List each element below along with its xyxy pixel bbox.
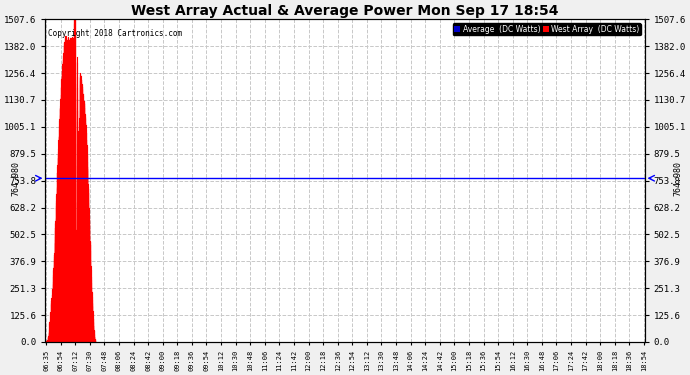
Title: West Array Actual & Average Power Mon Sep 17 18:54: West Array Actual & Average Power Mon Se… [131,4,559,18]
Text: 764.980: 764.980 [11,161,20,196]
Text: Copyright 2018 Cartronics.com: Copyright 2018 Cartronics.com [48,29,183,38]
Text: 764.980: 764.980 [673,161,682,196]
Legend: Average  (DC Watts), West Array  (DC Watts): Average (DC Watts), West Array (DC Watts… [453,23,641,35]
